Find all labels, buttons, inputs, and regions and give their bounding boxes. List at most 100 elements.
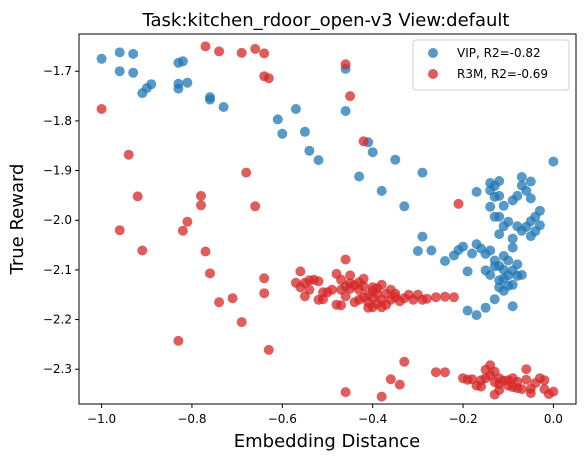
vip-point [177,56,188,67]
vip-point [417,167,428,178]
r3m-point [358,136,369,147]
r3m-point [453,198,464,209]
data-points [96,41,559,402]
vip-point [277,128,288,139]
r3m-point [336,300,347,311]
vip-point [304,145,315,156]
r3m-point [137,245,148,256]
vip-point [548,156,559,167]
vip-point [485,178,496,188]
vip-point [471,186,482,197]
r3m-point [241,167,252,178]
vip-point [412,246,423,256]
r3m-point [345,283,356,294]
vip-point [290,104,301,114]
vip-point [507,233,518,244]
vip-point [525,176,536,187]
vip-point [507,301,518,312]
vip-point [471,310,482,321]
r3m-point [340,254,351,265]
vip-point [512,259,523,270]
r3m-point [263,73,274,84]
r3m-point [336,284,347,295]
vip-point [494,190,505,201]
r3m-point [521,374,532,385]
r3m-point [512,383,523,394]
r3m-point [449,292,459,303]
r3m-point [259,288,270,299]
x-tick-label: 0.0 [544,412,563,426]
r3m-point [340,59,351,70]
vip-point [128,48,139,59]
r3m-point [304,284,315,295]
vip-point [272,114,283,125]
r3m-point [376,279,387,290]
r3m-point [336,274,347,285]
y-tick-label: −2.0 [43,213,72,227]
r3m-point [263,344,274,355]
plot-area-frame [78,33,577,405]
vip-point [313,155,324,166]
y-tick-label: −2.1 [43,263,72,277]
r3m-point [227,293,238,304]
r3m-point [394,379,405,390]
r3m-point [173,335,184,346]
r3m-point [123,149,134,160]
r3m-point [494,373,505,384]
vip-point [498,273,509,284]
y-tick-label: −2.3 [43,362,72,376]
vip-point [480,302,491,313]
r3m-point [96,104,107,114]
y-axis-label: True Reward [7,164,28,276]
r3m-point [358,281,369,292]
legend-label-r3m: R3M, R2=-0.69 [457,67,548,81]
vip-point [521,185,532,196]
r3m-point [345,91,356,102]
r3m-point [182,216,193,227]
x-tick-label: −0.2 [448,412,477,426]
r3m-point [399,356,410,367]
legend-marker-vip [428,48,438,58]
vip-point [494,176,505,186]
r3m-point [363,302,374,313]
r3m-point [430,292,441,303]
r3m-point [354,294,365,305]
r3m-point [340,387,351,398]
r3m-point [250,43,261,54]
vip-point [354,171,365,182]
vip-point [299,126,310,137]
vip-point [417,231,428,242]
vip-point [458,241,468,252]
vip-point [480,265,491,276]
vip-point [173,78,184,89]
r3m-point [214,46,225,57]
legend-marker-r3m [428,69,438,79]
r3m-point [440,291,450,302]
r3m-point [376,302,387,313]
r3m-point [539,384,550,395]
r3m-point [430,367,441,378]
vip-point [390,154,401,165]
r3m-point [385,374,396,385]
vip-point [440,256,450,266]
r3m-point [236,47,247,58]
vip-point [340,106,351,116]
x-tick-label: −0.8 [177,412,206,426]
x-axis-label: Embedding Distance [234,431,421,452]
r3m-point [313,276,324,287]
vip-point [146,79,157,90]
r3m-point [345,270,356,281]
r3m-point [114,225,125,236]
y-tick-label: −2.2 [43,313,72,327]
r3m-point [421,293,432,304]
vip-point [516,172,527,182]
vip-point [485,245,496,256]
r3m-point [200,246,211,257]
vip-point [534,205,545,216]
r3m-point [440,367,450,378]
r3m-point [548,386,559,397]
vip-point [489,261,500,272]
r3m-point [521,364,532,375]
r3m-point [196,190,206,201]
